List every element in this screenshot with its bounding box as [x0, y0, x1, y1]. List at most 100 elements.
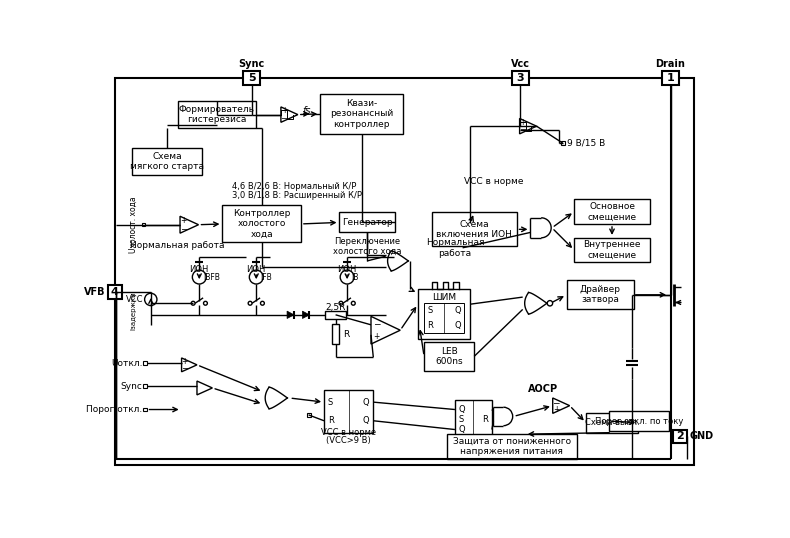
Bar [673, 429, 687, 443]
Text: ИОН: ИОН [246, 265, 266, 274]
Bar [418, 289, 470, 339]
Text: VCC в норме: VCC в норме [464, 177, 523, 186]
Text: GND: GND [689, 431, 713, 442]
Bar [141, 223, 145, 226]
Bar [662, 72, 679, 86]
Bar [320, 94, 404, 134]
Text: 3: 3 [517, 73, 525, 83]
Text: Q: Q [459, 405, 465, 414]
Text: Схема
мягкого старта: Схема мягкого старта [130, 152, 204, 171]
Bar [324, 390, 374, 433]
Text: +: + [374, 332, 380, 341]
Text: Vcc: Vcc [511, 59, 530, 69]
Text: −: − [373, 320, 381, 329]
Text: VCC: VCC [126, 295, 143, 304]
Polygon shape [303, 311, 310, 318]
Text: Q: Q [459, 425, 465, 434]
Text: IFB: IFB [260, 273, 272, 281]
Text: Внутреннее
смещение: Внутреннее смещение [583, 240, 641, 260]
Bar [566, 280, 634, 309]
Text: Порог откл.: Порог откл. [86, 405, 142, 414]
Text: fs: fs [302, 106, 310, 116]
Text: −: − [181, 363, 188, 372]
Text: Нормальная работа: Нормальная работа [130, 241, 225, 250]
Text: Нормальная
работа: Нормальная работа [426, 238, 484, 258]
Text: Основное
смещение: Основное смещение [588, 202, 637, 221]
Bar [574, 238, 649, 263]
Text: R: R [482, 415, 488, 424]
Text: АОСP: АОСP [529, 385, 559, 394]
Bar [586, 413, 638, 433]
Bar [561, 141, 565, 145]
Text: +: + [280, 107, 288, 115]
Text: Uоткл.: Uоткл. [111, 359, 142, 368]
Bar [432, 213, 517, 246]
Text: −: − [180, 224, 187, 233]
Text: +: + [553, 405, 559, 414]
Text: S: S [328, 398, 333, 407]
Bar [107, 285, 122, 299]
Bar [131, 148, 202, 175]
Text: −: − [519, 125, 526, 134]
Text: ИОН: ИОН [190, 265, 209, 274]
Bar [223, 206, 301, 243]
Text: −: − [280, 114, 288, 123]
Text: Q: Q [454, 306, 461, 315]
Text: R: R [328, 416, 333, 425]
Text: LEB
600ns: LEB 600ns [435, 346, 463, 366]
Text: ИОН: ИОН [337, 265, 357, 274]
Bar [609, 411, 669, 431]
Text: Iзадержки: Iзадержки [130, 292, 136, 330]
Text: Драйвер
затвора: Драйвер затвора [580, 285, 621, 305]
Text: Квази-
резонансный
контроллер: Квази- резонансный контроллер [330, 99, 393, 129]
Text: Q: Q [363, 398, 370, 407]
Bar [512, 72, 529, 86]
Text: Sync: Sync [239, 59, 265, 69]
Polygon shape [287, 311, 294, 318]
Bar [243, 72, 260, 86]
Bar [332, 324, 340, 344]
Text: 4,6 В/2,6 В: Нормальный К/Р: 4,6 В/2,6 В: Нормальный К/Р [231, 182, 356, 190]
Text: 4: 4 [111, 287, 118, 297]
Text: +: + [181, 216, 187, 225]
Text: (VCC>9 В): (VCC>9 В) [326, 436, 371, 445]
Text: VCC в норме: VCC в норме [321, 428, 376, 437]
Text: R: R [344, 330, 349, 338]
Bar [178, 101, 256, 129]
Bar [143, 408, 146, 412]
Bar [307, 413, 310, 417]
Text: Защита от пониженного
напряжения питания: Защита от пониженного напряжения питания [453, 437, 571, 456]
Text: 2,5R: 2,5R [325, 303, 346, 313]
Text: S: S [459, 415, 464, 424]
Text: IB: IB [351, 273, 359, 281]
Bar [424, 303, 465, 333]
Text: Формирователь
гистерезиса: Формирователь гистерезиса [179, 105, 255, 124]
Text: Схема
включения ИОН: Схема включения ИОН [436, 220, 512, 239]
Bar [143, 385, 146, 388]
Bar [455, 400, 492, 440]
Bar [574, 199, 649, 224]
Bar [447, 434, 577, 459]
Text: 1: 1 [667, 73, 675, 83]
Text: 9 В/15 В: 9 В/15 В [567, 139, 606, 147]
Text: Uхолост. хода: Uхолост. хода [129, 196, 137, 253]
Text: Q̄: Q̄ [454, 321, 461, 330]
Text: 2: 2 [676, 431, 683, 442]
Text: VFB: VFB [84, 287, 105, 297]
Text: 3,0 В/1,8 В: Расширенный К/Р: 3,0 В/1,8 В: Расширенный К/Р [231, 191, 362, 200]
Text: S: S [427, 306, 432, 315]
Bar [340, 213, 395, 232]
Text: R: R [427, 321, 433, 330]
Text: −: − [552, 398, 560, 407]
Text: Контроллер
холостого
хода: Контроллер холостого хода [233, 209, 291, 239]
Text: ШИМ: ШИМ [432, 293, 456, 302]
Text: +: + [182, 357, 188, 366]
Text: Схема выкл.: Схема выкл. [585, 418, 639, 427]
Text: Переключение
холостого хода: Переключение холостого хода [333, 237, 401, 256]
Text: Sync: Sync [120, 382, 142, 391]
Bar [325, 311, 346, 318]
Text: Drain: Drain [656, 59, 686, 69]
Text: +: + [520, 118, 526, 127]
Bar [143, 362, 146, 365]
Text: 5: 5 [248, 73, 255, 83]
